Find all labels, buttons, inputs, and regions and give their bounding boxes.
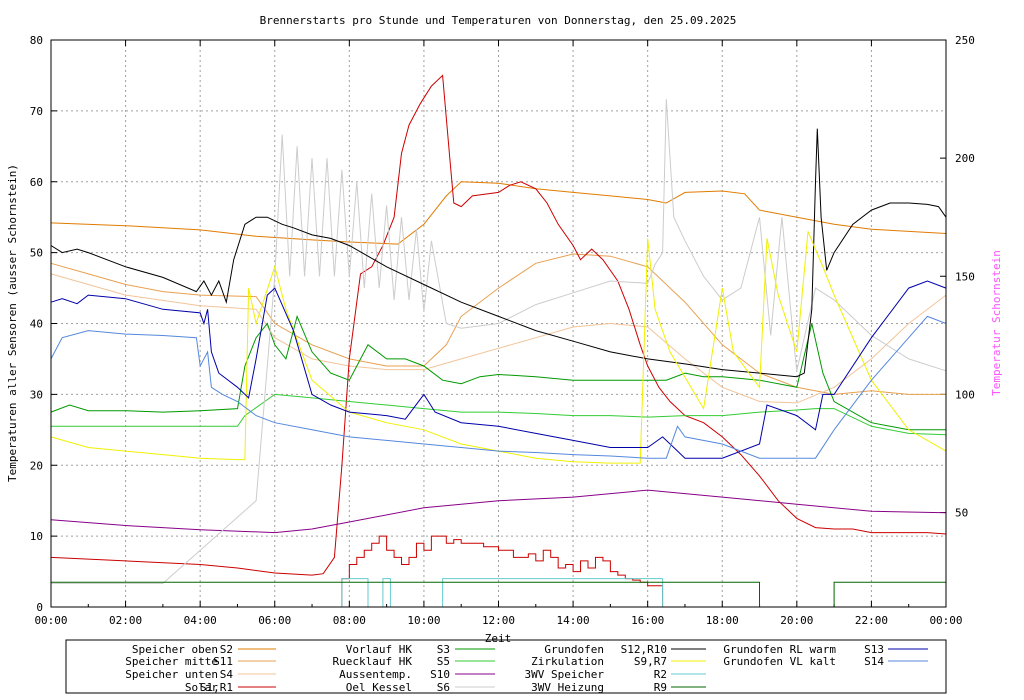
x-tick-label: 14:00 [557,614,590,627]
y-tick-label: 60 [30,176,43,189]
series-vorlauf-hk [50,314,946,431]
x-tick-label: 12:00 [482,614,515,627]
y-axis-label: Temperaturen aller Sensoren (ausser Scho… [6,164,19,482]
y2-tick-label: 50 [955,507,968,520]
legend-label: 3WV Heizung [531,681,604,694]
burner-starts-line [341,535,664,607]
y2-axis-label: Temperatur Schornstein [990,250,1003,396]
y-tick-label: 40 [30,318,43,331]
chart-title: Brennerstarts pro Stunde und Temperature… [260,14,737,27]
legend-box [65,639,947,694]
y2-tick-label: 100 [955,388,975,401]
series-solar [50,74,947,576]
legend-label: Aussentemp. [339,668,412,681]
legend-label: Speicher oben [132,643,218,656]
x-tick-label: 10:00 [407,614,440,627]
legend-code: S10 [430,668,450,681]
x-tick-label: 16:00 [631,614,664,627]
y-axis: 0 10 20 30 40 50 60 70 80 [30,34,57,614]
legend-label: Zirkulation [531,655,604,668]
legend-label: Grundofen [544,643,604,656]
x-tick-label: 20:00 [780,614,813,627]
plot-frame [50,39,947,608]
series-ruecklauf-hk [51,393,947,436]
x-tick-label: 04:00 [184,614,217,627]
y-tick-label: 20 [30,459,43,472]
x-tick-label: 22:00 [855,614,888,627]
series-grundofen-vl-kalt [50,315,947,459]
legend-label: Ruecklauf HK [333,655,413,668]
series-aussentemp [50,489,947,534]
legend-code: S6 [437,681,450,694]
legend-label: Speicher mitte [125,655,218,668]
y2-tick-label: 250 [955,34,975,47]
y-tick-label: 30 [30,388,43,401]
y-tick-label: 70 [30,105,43,118]
series-zirkulation [50,231,947,464]
legend-code: S4 [220,668,234,681]
series-3wv-speicher [341,578,664,608]
x-tick-label: 02:00 [109,614,142,627]
y-tick-label: 0 [36,601,43,614]
legend-label: Grundofen VL kalt [723,655,836,668]
burner-starts [341,535,664,607]
legend-code: S1,R1 [200,681,233,694]
y-tick-label: 10 [30,530,43,543]
y2-tick-label: 200 [955,152,975,165]
series-grundofen [50,128,947,378]
legend-label: Oel Kessel [346,681,412,694]
legend-code: S11 [213,655,233,668]
series-lines [50,74,947,608]
legend-label: Grundofen RL warm [723,643,836,656]
y-tick-label: 80 [30,34,43,47]
legend-code: S14 [864,655,884,668]
x-tick-label: 06:00 [258,614,291,627]
x-axis: 00:00 02:00 04:00 06:00 08:00 10:00 12:00 14:00… [34,40,963,627]
legend-code: S5 [437,655,450,668]
legend-label: Solar [185,681,218,694]
series-grundofen-rl-warm [50,280,947,459]
x-tick-label: 08:00 [333,614,366,627]
legend-code: S13 [864,643,884,656]
legend-code: S3 [437,643,450,656]
legend-code: S2 [220,643,233,656]
legend-code: R9 [654,681,667,694]
x-tick-label: 00:00 [929,614,962,627]
grid [51,40,946,607]
y-tick-label: 50 [30,247,43,260]
legend-label: Speicher unten [125,668,218,681]
series-speicher-mitte [50,253,946,395]
y2-axis: 50 100 150 200 250 [940,34,975,520]
series-oel-kessel [51,99,947,584]
legend-label: 3WV Speicher [525,668,605,681]
x-tick-label: 00:00 [34,614,67,627]
x-axis-label: Zeit [485,632,512,645]
legend-label: Vorlauf HK [346,643,413,656]
legend-code: S9,R7 [634,655,667,668]
x-tick-label: 18:00 [706,614,739,627]
y2-tick-label: 150 [955,270,975,283]
legend-code: R2 [654,668,667,681]
legend-code: S12,R10 [621,643,667,656]
